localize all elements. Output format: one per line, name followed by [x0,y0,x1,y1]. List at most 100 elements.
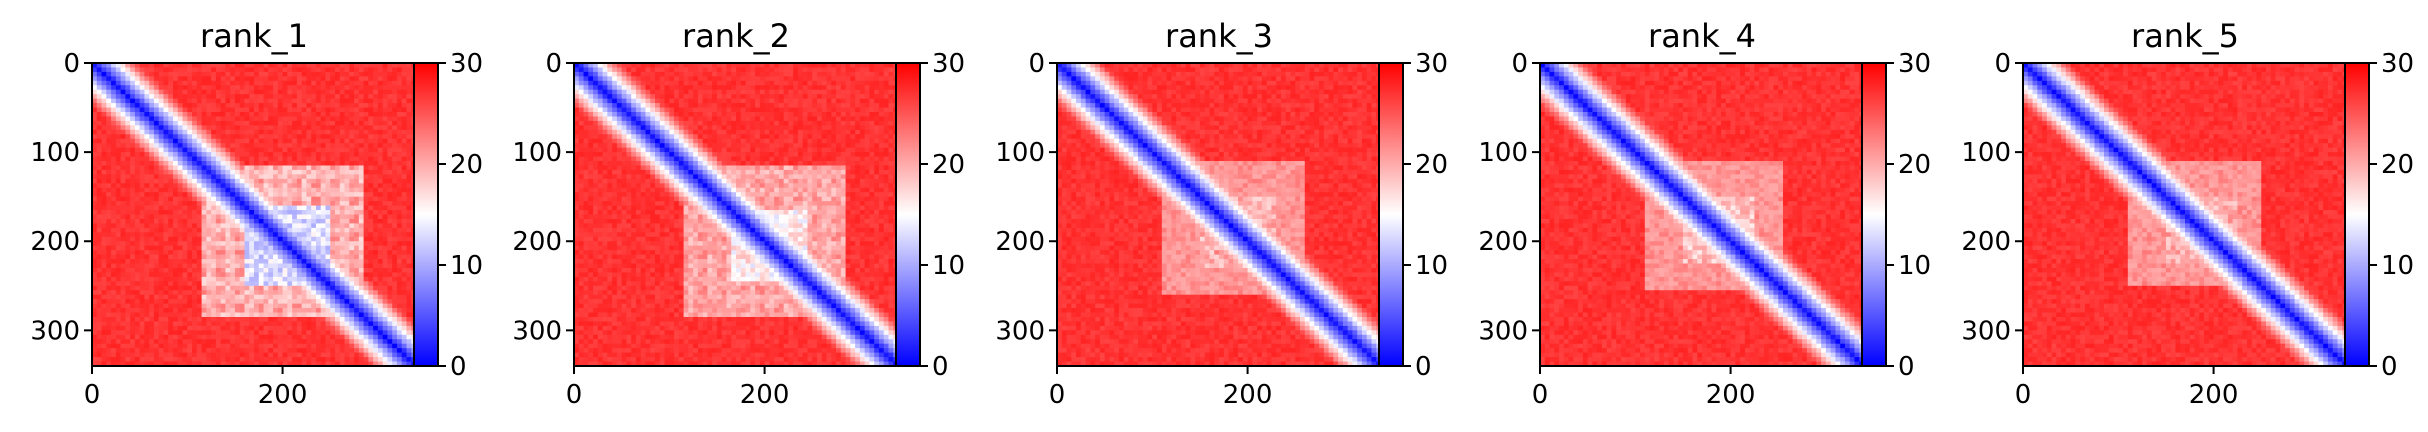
heatmap-cell [358,89,365,95]
heatmap-cell [368,276,374,282]
heatmap-cell [230,125,236,131]
heatmap-cell [315,205,322,211]
heatmap-cell [273,156,279,162]
heatmap-cell [125,161,131,167]
heatmap-cell [187,223,193,229]
heatmap-cell [182,107,188,113]
heatmap-cell [268,125,274,131]
heatmap-cell [396,285,403,291]
heatmap-cell [354,330,360,336]
heatmap-cell [301,178,308,184]
heatmap-cell [335,205,341,211]
heatmap-cell [387,89,393,95]
heatmap-cell [664,76,670,82]
heatmap-cell [211,103,217,109]
heatmap-cell [206,223,212,229]
heatmap-cell [320,134,327,140]
heatmap-cell [249,112,255,118]
heatmap-cell [173,330,179,336]
heatmap-cell [249,156,255,162]
heatmap-cell [693,80,699,86]
heatmap-cell [173,71,179,77]
heatmap-cell [192,120,198,126]
heatmap-cell [106,352,112,358]
heatmap-cell [149,205,155,211]
heatmap-cell [92,250,98,256]
heatmap-cell [330,196,336,202]
heatmap-cell [406,116,412,122]
heatmap-cell [277,348,284,354]
heatmap-cell [382,165,389,171]
heatmap-cell [125,67,131,73]
heatmap-cell [282,321,288,327]
heatmap-cell [134,259,141,265]
heatmap-cell [878,76,885,82]
heatmap-cell [215,134,222,140]
heatmap-cell [182,357,188,363]
heatmap-cell [311,254,317,260]
heatmap-cell [311,89,317,95]
heatmap-cell [363,348,369,354]
heatmap-cell [244,178,250,184]
heatmap-cell [392,201,398,207]
heatmap-cell [196,183,203,189]
heatmap-cell [254,178,260,184]
heatmap-cell [349,276,355,282]
heatmap-cell [315,299,322,305]
heatmap-cell [377,352,384,358]
heatmap-cell [177,116,184,122]
heatmap-cell [111,357,117,363]
heatmap-cell [158,263,165,269]
heatmap-cell [258,156,265,162]
heatmap-cell [134,214,141,220]
heatmap-cell [206,357,212,363]
heatmap-cell [163,63,169,69]
heatmap-cell [597,85,604,91]
heatmap-cell [158,89,165,95]
heatmap-cell [244,205,250,211]
heatmap-cell [358,232,365,238]
heatmap-cell [287,281,293,287]
heatmap-cell [349,357,355,363]
heatmap-cell [836,63,842,69]
heatmap-cell [225,183,231,189]
heatmap-cell [296,125,303,131]
heatmap-cell [144,129,150,135]
heatmap-cell [173,187,179,193]
heatmap-cell [330,214,336,220]
heatmap-cell [850,76,856,82]
heatmap-cell [115,156,122,162]
heatmap-cell [211,134,217,140]
heatmap-cell [273,250,279,256]
heatmap-cell [92,89,98,95]
heatmap-cell [821,76,828,82]
heatmap-cell [377,227,384,233]
heatmap-cell [368,357,374,363]
heatmap-cell [115,281,122,287]
heatmap-cell [797,71,804,77]
heatmap-cell [330,201,336,207]
heatmap-cell [144,138,150,144]
heatmap-cell [206,80,212,86]
heatmap-cell [201,201,207,207]
heatmap-cell [163,316,169,323]
heatmap-cell [149,254,155,260]
heatmap-cell [182,98,188,104]
heatmap-cell [92,183,98,189]
heatmap-cell [158,169,165,175]
heatmap-cell [306,63,312,69]
heatmap-cell [263,361,269,367]
heatmap-cell [401,294,408,300]
heatmap-cell [163,183,169,189]
heatmap-cell [244,174,250,180]
heatmap-cell [339,348,346,354]
heatmap-cell [373,272,379,278]
heatmap-cell [373,214,379,220]
heatmap-cell [163,67,169,73]
heatmap-cell [855,80,861,86]
heatmap-cell [125,263,131,269]
heatmap-cell [144,152,150,158]
heatmap-cell [320,210,327,216]
heatmap-cell [793,71,799,77]
heatmap-cell [244,236,250,242]
